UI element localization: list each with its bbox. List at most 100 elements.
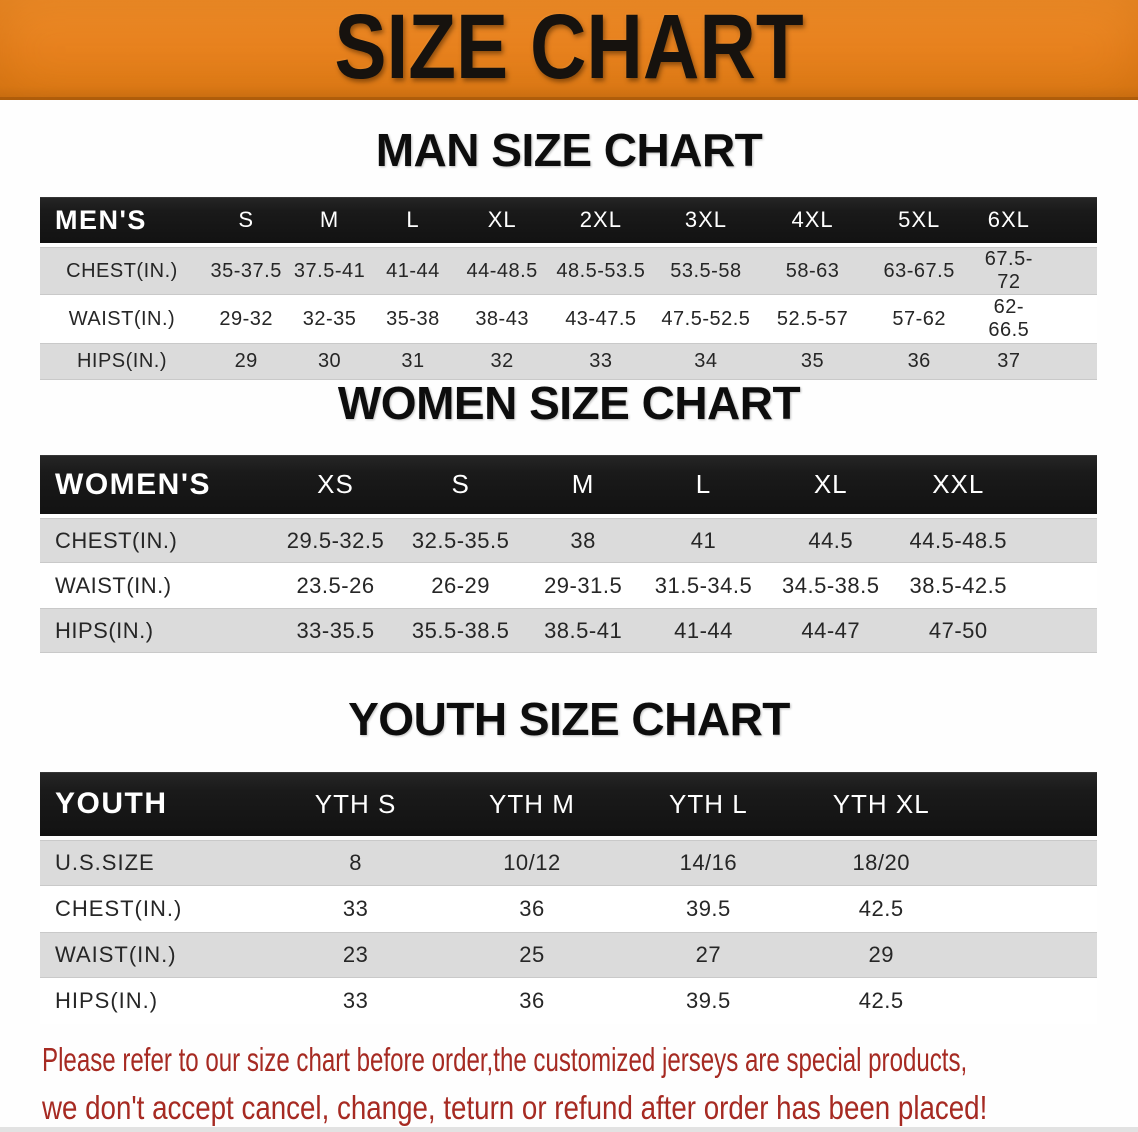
disclaimer-line-2: we don't accept cancel, change, teturn o… xyxy=(42,1089,988,1126)
size-column-header: L xyxy=(370,197,456,247)
men-section-heading: MAN SIZE CHART xyxy=(375,124,763,176)
size-value-cell: 27 xyxy=(620,932,797,978)
men-size-table: MEN'S S M L XL 2XL 3XL 4XL 5XL 6XL CHEST(IN.) 35-37… xyxy=(40,197,1097,380)
size-column-header: XXL xyxy=(897,455,1097,518)
size-value-cell: 33 xyxy=(267,978,444,1024)
youth-size-table: YOUTH YTH S YTH M YTH L YTH XL U.S.SIZE 8 10/12… xyxy=(40,772,1097,1024)
banner-title: SIZE CHART xyxy=(334,0,804,99)
size-value-cell: 35.5-38.5 xyxy=(398,608,523,653)
size-value-cell: 52.5-57 xyxy=(759,295,866,343)
size-value-cell: 44-48.5 xyxy=(455,245,550,295)
size-value-cell: 34 xyxy=(652,343,760,380)
size-value-cell: 29-31.5 xyxy=(522,563,644,608)
measurement-row: CHEST(IN.) 35-37.5 37.5-41 41-44 44-48.5 48.5… xyxy=(40,245,1097,295)
size-value-cell: 29 xyxy=(796,932,1097,978)
size-value-cell: 8 xyxy=(267,838,444,886)
women-size-table: WOMEN'S XS S M L XL XXL CHEST(IN.) 29.5-32.5 32.5… xyxy=(40,455,1097,653)
measurement-row: HIPS(IN.) 33-35.5 35.5-38.5 38.5-41 41-44 44-… xyxy=(40,608,1097,653)
size-value-cell: 47.5-52.5 xyxy=(652,295,760,343)
size-value-cell: 39.5 xyxy=(620,886,797,932)
size-value-cell: 35 xyxy=(759,343,866,380)
row-label: CHEST(IN.) xyxy=(40,886,268,932)
size-value-cell: 48.5-53.5 xyxy=(549,245,653,295)
size-value-cell: 67.5-72 xyxy=(972,245,1097,295)
size-column-header: YTH S xyxy=(267,772,444,840)
measurement-row: WAIST(IN.) 29-32 32-35 35-38 38-43 43-47.5 47.… xyxy=(40,295,1097,343)
size-value-cell: 32.5-35.5 xyxy=(398,516,523,563)
row-label: CHEST(IN.) xyxy=(40,516,273,563)
row-label: U.S.SIZE xyxy=(40,838,268,886)
youth-section-heading: YOUTH SIZE CHART xyxy=(348,693,790,745)
measurement-row: CHEST(IN.) 33 36 39.5 42.5 xyxy=(40,886,1097,932)
size-value-cell: 38.5-42.5 xyxy=(897,563,1097,608)
row-label: CHEST(IN.) xyxy=(40,245,204,295)
size-value-cell: 10/12 xyxy=(443,838,621,886)
size-value-cell: 44.5-48.5 xyxy=(897,516,1097,563)
size-column-header: S xyxy=(203,197,289,247)
size-value-cell: 36 xyxy=(443,886,621,932)
row-label: HIPS(IN.) xyxy=(40,978,268,1024)
measurement-row: HIPS(IN.) 33 36 39.5 42.5 xyxy=(40,978,1097,1024)
size-value-cell: 23.5-26 xyxy=(272,563,399,608)
row-label: WAIST(IN.) xyxy=(40,295,204,343)
disclaimer-line-1: Please refer to our size chart before or… xyxy=(42,1041,968,1078)
size-column-header: S xyxy=(398,455,523,518)
size-value-cell: 47-50 xyxy=(897,608,1097,653)
size-value-cell: 42.5 xyxy=(796,886,1097,932)
size-value-cell: 53.5-58 xyxy=(652,245,760,295)
size-value-cell: 33 xyxy=(267,886,444,932)
size-value-cell: 35-37.5 xyxy=(203,245,289,295)
size-value-cell: 32-35 xyxy=(288,295,371,343)
size-column-header: YTH M xyxy=(443,772,621,840)
table-title-cell: MEN'S xyxy=(40,197,204,247)
size-column-header: M xyxy=(288,197,371,247)
size-column-header: YTH XL xyxy=(796,772,1097,840)
size-column-header: 3XL xyxy=(652,197,760,247)
measurement-row: WAIST(IN.) 23.5-26 26-29 29-31.5 31.5-34.5 34… xyxy=(40,563,1097,608)
size-value-cell: 36 xyxy=(443,978,621,1024)
size-value-cell: 63-67.5 xyxy=(865,245,973,295)
size-column-header: XL xyxy=(455,197,550,247)
size-value-cell: 41-44 xyxy=(643,608,764,653)
size-value-cell: 44.5 xyxy=(763,516,898,563)
size-column-header: 2XL xyxy=(549,197,653,247)
size-column-header: 6XL xyxy=(972,197,1097,247)
size-column-header: L xyxy=(643,455,764,518)
size-value-cell: 29.5-32.5 xyxy=(272,516,399,563)
size-value-cell: 62-66.5 xyxy=(972,295,1097,343)
size-value-cell: 57-62 xyxy=(865,295,973,343)
size-value-cell: 32 xyxy=(455,343,550,380)
table-header-row: MEN'S S M L XL 2XL 3XL 4XL 5XL 6XL xyxy=(40,197,1097,247)
size-value-cell: 38 xyxy=(522,516,644,563)
size-column-header: 5XL xyxy=(865,197,973,247)
measurement-row: HIPS(IN.) 29 30 31 32 33 34 35 36 37 xyxy=(40,343,1097,380)
size-column-header: YTH L xyxy=(620,772,797,840)
table-header-row: WOMEN'S XS S M L XL XXL xyxy=(40,455,1097,518)
size-value-cell: 29 xyxy=(203,343,289,380)
measurement-row: U.S.SIZE 8 10/12 14/16 18/20 xyxy=(40,838,1097,886)
women-section-heading: WOMEN SIZE CHART xyxy=(337,377,801,429)
size-value-cell: 26-29 xyxy=(398,563,523,608)
table-title-cell: WOMEN'S xyxy=(40,455,273,518)
size-value-cell: 33 xyxy=(549,343,653,380)
size-value-cell: 31.5-34.5 xyxy=(643,563,764,608)
size-column-header: 4XL xyxy=(759,197,866,247)
size-value-cell: 58-63 xyxy=(759,245,866,295)
size-value-cell: 31 xyxy=(370,343,456,380)
size-value-cell: 30 xyxy=(288,343,371,380)
size-column-header: M xyxy=(522,455,644,518)
size-value-cell: 44-47 xyxy=(763,608,898,653)
table-title-cell: YOUTH xyxy=(40,772,268,840)
size-value-cell: 36 xyxy=(865,343,973,380)
size-column-header: XL xyxy=(763,455,898,518)
size-value-cell: 43-47.5 xyxy=(549,295,653,343)
table-header-row: YOUTH YTH S YTH M YTH L YTH XL xyxy=(40,772,1097,840)
row-label: WAIST(IN.) xyxy=(40,563,273,608)
size-column-header: XS xyxy=(272,455,399,518)
row-label: WAIST(IN.) xyxy=(40,932,268,978)
size-value-cell: 34.5-38.5 xyxy=(763,563,898,608)
size-value-cell: 37.5-41 xyxy=(288,245,371,295)
size-value-cell: 35-38 xyxy=(370,295,456,343)
banner: SIZE CHART xyxy=(0,0,1138,100)
